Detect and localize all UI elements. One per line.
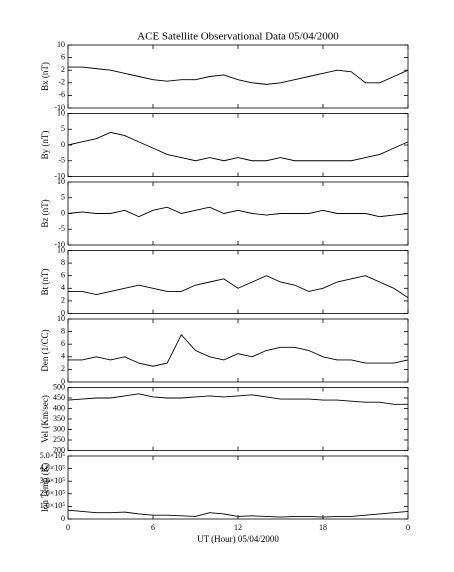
y-tick-label: -5	[58, 224, 65, 233]
plot-frame	[67, 318, 409, 383]
y-axis-label: Den (1/CC)	[40, 329, 50, 371]
data-line	[67, 509, 409, 518]
y-tick-label: 4	[61, 352, 65, 361]
y-tick-label: 10	[57, 108, 65, 117]
y-tick-label: 4.0×10⁵	[40, 463, 66, 472]
y-tick-label: 4	[61, 283, 65, 292]
y-tick-label: 0	[61, 377, 65, 386]
data-line	[67, 206, 409, 218]
y-tick-label: 2	[61, 296, 65, 305]
y-tick-label: 5	[61, 124, 65, 133]
y-tick-label: 10	[57, 314, 65, 323]
x-tick-label: 12	[234, 523, 242, 532]
y-tick-label: 5	[61, 193, 65, 202]
y-tick-label: 300	[53, 424, 65, 433]
plot-frame	[67, 455, 409, 520]
y-tick-label: 500	[53, 382, 65, 391]
x-tick-label: 18	[319, 523, 327, 532]
y-tick-label: 350	[53, 414, 65, 423]
y-tick-label: 2	[61, 364, 65, 373]
y-axis-label: By (nT)	[40, 131, 50, 160]
x-tick-label: 6	[151, 523, 155, 532]
x-axis-label: UT (Hour) 05/04/2000	[197, 534, 279, 544]
y-tick-label: 10	[57, 177, 65, 186]
plot-frame	[67, 113, 409, 177]
data-line	[67, 393, 408, 405]
y-tick-label: 2.0×10⁵	[40, 489, 66, 498]
y-tick-label: 400	[53, 403, 65, 412]
y-tick-label: -5	[58, 156, 65, 165]
y-tick-label: 250	[53, 435, 65, 444]
data-line	[68, 333, 409, 367]
data-line	[68, 275, 409, 299]
y-tick-label: -2	[58, 78, 65, 87]
y-tick-label: -10	[54, 240, 65, 249]
y-tick-label: 6	[61, 339, 65, 348]
data-line	[67, 131, 409, 162]
y-tick-label: 10	[57, 40, 65, 49]
x-tick-label: 0	[66, 523, 70, 532]
y-tick-label: 8	[61, 258, 65, 267]
y-tick-label: 0	[61, 208, 65, 217]
y-tick-label: 1.0×10⁵	[40, 501, 66, 510]
chart-title: ACE Satellite Observational Data 05/04/2…	[137, 31, 339, 43]
y-tick-label: 450	[53, 393, 65, 402]
y-tick-label: -10	[54, 171, 65, 180]
y-tick-label: 0	[61, 514, 65, 523]
y-axis-label: Bt (nT)	[40, 269, 50, 296]
y-tick-label: -10	[54, 103, 65, 112]
y-tick-label: 0	[61, 308, 65, 317]
plot-frame	[67, 250, 409, 314]
y-tick-label: 3.0×10⁵	[40, 476, 66, 485]
y-axis-label: Bz (nT)	[40, 199, 50, 227]
y-axis-label: Vel (Km/sec)	[40, 395, 50, 443]
data-line	[68, 66, 409, 85]
y-tick-label: -6	[58, 90, 65, 99]
y-axis-label: Bx (nT)	[40, 62, 50, 91]
y-tick-label: 5.0×10⁵	[40, 451, 66, 460]
y-tick-label: 200	[53, 445, 65, 454]
y-tick-label: 6	[61, 52, 65, 61]
y-axis-label: Ion Temp (K)	[40, 463, 50, 512]
y-tick-label: 6	[61, 271, 65, 280]
y-tick-label: 2	[61, 65, 65, 74]
y-tick-label: 10	[57, 245, 65, 254]
y-tick-label: 0	[61, 140, 65, 149]
y-tick-label: 8	[61, 326, 65, 335]
x-tick-label: 0	[406, 523, 410, 532]
